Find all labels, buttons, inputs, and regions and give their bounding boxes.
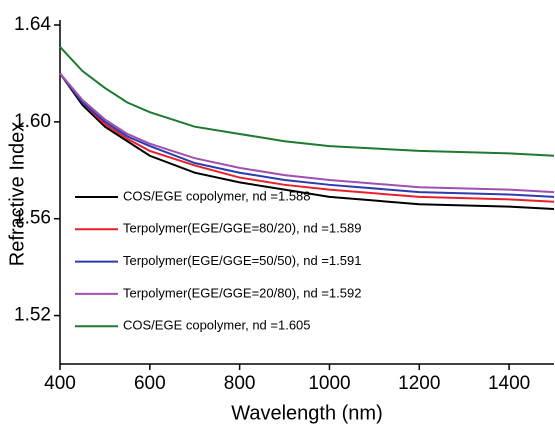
legend-label: Terpolymer(EGE/GGE=50/50), nd =1.591	[123, 253, 361, 268]
series-line	[59, 46, 555, 157]
x-axis-title: Wavelength (nm)	[231, 402, 383, 424]
y-tick-label: 1.60	[14, 111, 51, 132]
x-tick-label: 1200	[398, 373, 440, 394]
series-line	[59, 72, 555, 203]
legend-label: COS/EGE copolymer, nd =1.605	[123, 318, 311, 333]
y-tick-label: 1.52	[14, 305, 51, 326]
legend-label: Terpolymer(EGE/GGE=80/20), nd =1.589	[123, 221, 361, 236]
legend-label: Terpolymer(EGE/GGE=20/80), nd =1.592	[123, 285, 361, 300]
legend-label: COS/EGE copolymer, nd =1.588	[123, 188, 311, 203]
y-axis-title: Refractive Index	[6, 122, 28, 267]
series-line	[59, 72, 555, 211]
x-tick-label: 1000	[308, 373, 350, 394]
series-line	[59, 72, 555, 194]
x-tick-label: 1400	[488, 373, 530, 394]
x-tick-label: 800	[224, 373, 256, 394]
series-line	[59, 72, 555, 198]
x-tick-label: 400	[44, 373, 76, 394]
x-tick-label: 600	[134, 373, 166, 394]
y-tick-label: 1.56	[14, 208, 51, 229]
y-tick-label: 1.64	[14, 14, 51, 35]
